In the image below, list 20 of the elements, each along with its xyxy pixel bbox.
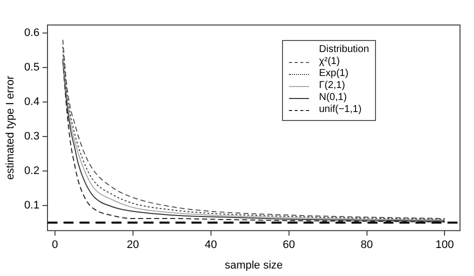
y-axis-title: estimated type I error <box>4 76 17 180</box>
y-tick-label: 0.1 <box>24 199 40 212</box>
y-tick-label: 0.5 <box>24 61 40 74</box>
x-tick-label: 20 <box>126 239 140 252</box>
y-tick-label: 0.4 <box>24 96 40 108</box>
legend-label: Γ(2,1) <box>319 80 346 92</box>
legend-label: χ²(1) <box>319 56 340 68</box>
x-axis-title: sample size <box>224 259 283 272</box>
y-tick-label: 0.2 <box>24 164 40 177</box>
legend-title: Distribution <box>318 44 370 56</box>
legend-label: Exp(1) <box>319 68 348 80</box>
y-tick-label: 0.3 <box>24 130 40 142</box>
x-tick-label: 60 <box>282 239 295 252</box>
legend-label: N(0,1) <box>319 92 347 104</box>
y-tick-label: 0.6 <box>24 26 40 39</box>
x-tick-label: 40 <box>204 239 217 252</box>
legend-label: unif(−1,1) <box>319 104 362 116</box>
x-tick-label: 100 <box>436 239 454 252</box>
x-tick-label: 0 <box>52 239 58 252</box>
x-tick-label: 80 <box>360 239 373 252</box>
